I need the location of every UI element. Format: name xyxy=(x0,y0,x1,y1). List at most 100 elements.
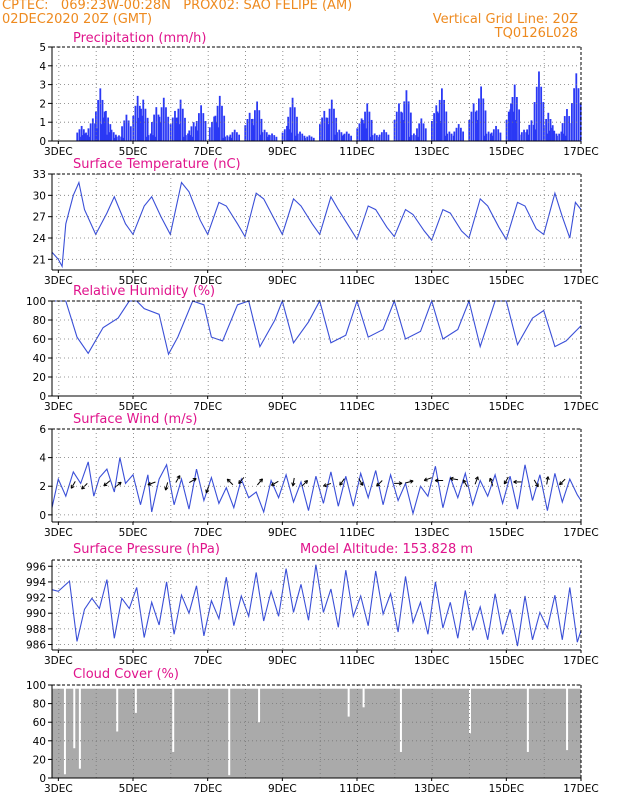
precip-bar xyxy=(261,132,264,141)
header-station: CPTEC: 069:23W-00:28N PROX02: SAO FELIPE… xyxy=(2,0,353,13)
precip-bar xyxy=(533,102,536,141)
precip-bar xyxy=(215,121,218,141)
y-tick-label: 0 xyxy=(39,391,46,403)
precip-bar xyxy=(304,137,306,141)
precip-bar xyxy=(444,135,446,141)
precip-bar xyxy=(178,124,181,141)
precip-bar xyxy=(89,123,92,141)
y-tick-label: 994 xyxy=(26,577,46,589)
precip-bar xyxy=(422,123,425,141)
cloud-cover-gap xyxy=(134,688,137,713)
precip-bar xyxy=(358,123,361,141)
cloud-cover-gap xyxy=(258,688,261,723)
x-tick-label: 5DEC xyxy=(119,527,148,539)
precip-bar xyxy=(547,112,550,141)
y-tick-label: 27 xyxy=(33,212,46,224)
precip-bar xyxy=(312,137,315,141)
precip-bar xyxy=(484,110,487,141)
precip-bar xyxy=(138,105,141,141)
precip-bar xyxy=(286,125,288,141)
precip-bar xyxy=(216,105,219,141)
precip-bar xyxy=(191,136,194,141)
x-tick-label: 15DEC xyxy=(489,655,524,667)
y-tick-label: 0 xyxy=(39,510,46,522)
panel-title: Surface Pressure (hPa) xyxy=(73,542,220,557)
precip-bar xyxy=(509,109,512,141)
precip-bar xyxy=(323,110,326,141)
precip-bar xyxy=(526,129,529,141)
precip-bar xyxy=(369,136,372,141)
precip-bar xyxy=(154,136,157,141)
precip-bar xyxy=(482,98,485,141)
precip-bar xyxy=(251,118,254,141)
x-tick-label: 9DEC xyxy=(268,783,297,795)
precip-bar xyxy=(364,111,366,141)
precip-bar xyxy=(499,132,502,141)
x-tick-label: 9DEC xyxy=(268,146,297,158)
precip-bar xyxy=(540,86,543,141)
x-tick-label: 11DEC xyxy=(339,655,374,667)
precip-bar xyxy=(438,99,441,141)
precip-bar xyxy=(258,110,261,141)
precip-bar xyxy=(118,135,120,141)
wind-arrow xyxy=(226,478,234,486)
precip-bar xyxy=(97,99,100,141)
y-tick-label: 4 xyxy=(39,61,46,73)
precip-bar xyxy=(265,132,268,141)
precip-bar xyxy=(91,118,94,141)
x-tick-label: 11DEC xyxy=(339,783,374,795)
precip-bar xyxy=(155,107,158,141)
precip-bar xyxy=(109,124,112,141)
precip-bar xyxy=(326,117,329,141)
precip-bar xyxy=(336,132,338,141)
cloud-cover-gap xyxy=(228,688,231,776)
cloud-cover-gap xyxy=(78,688,81,769)
y-tick-label: 4 xyxy=(39,453,46,465)
precip-bar xyxy=(408,136,411,141)
precip-bar xyxy=(184,135,187,141)
precip-bar xyxy=(410,135,413,141)
x-tick-label: 3DEC xyxy=(44,401,73,413)
header-datetime: 02DEC2020 20Z (GMT) xyxy=(2,12,153,27)
precip-bar xyxy=(165,107,167,141)
wind-arrow xyxy=(256,478,264,486)
precip-bar xyxy=(198,113,200,141)
precip-bar xyxy=(147,135,150,141)
precip-bar xyxy=(518,134,521,141)
x-tick-label: 3DEC xyxy=(44,527,73,539)
precip-bar xyxy=(99,88,102,141)
precip-bar xyxy=(560,131,563,141)
x-tick-label: 15DEC xyxy=(489,527,524,539)
x-tick-label: 13DEC xyxy=(414,275,449,287)
precip-bar xyxy=(291,97,294,141)
precip-bar xyxy=(103,111,106,141)
precip-bar xyxy=(308,135,311,141)
precip-bar xyxy=(224,136,226,141)
x-tick-label: 7DEC xyxy=(193,401,222,413)
cloud-cover-gap xyxy=(116,688,119,732)
precip-bar xyxy=(563,116,566,141)
x-tick-label: 11DEC xyxy=(339,275,374,287)
y-tick-label: 6 xyxy=(39,424,46,436)
x-tick-label: 17DEC xyxy=(563,783,598,795)
precip-bar xyxy=(182,136,185,141)
precip-bar xyxy=(160,107,163,141)
precip-bar xyxy=(448,131,451,141)
precip-bar xyxy=(460,127,462,141)
precip-bar xyxy=(78,129,81,141)
x-tick-label: 9DEC xyxy=(268,527,297,539)
panel-4 xyxy=(48,428,582,525)
precip-bar xyxy=(211,121,213,141)
precip-bar xyxy=(387,134,390,141)
precip-bar xyxy=(356,128,359,141)
precip-bar xyxy=(101,99,104,141)
precip-bar xyxy=(416,128,418,141)
precip-bar xyxy=(181,108,184,141)
x-tick-label: 3DEC xyxy=(44,146,73,158)
precip-bar xyxy=(495,125,497,141)
precip-bar xyxy=(244,125,247,141)
precip-bar xyxy=(174,110,176,141)
x-tick-label: 17DEC xyxy=(563,275,598,287)
y-tick-label: 60 xyxy=(33,717,46,729)
